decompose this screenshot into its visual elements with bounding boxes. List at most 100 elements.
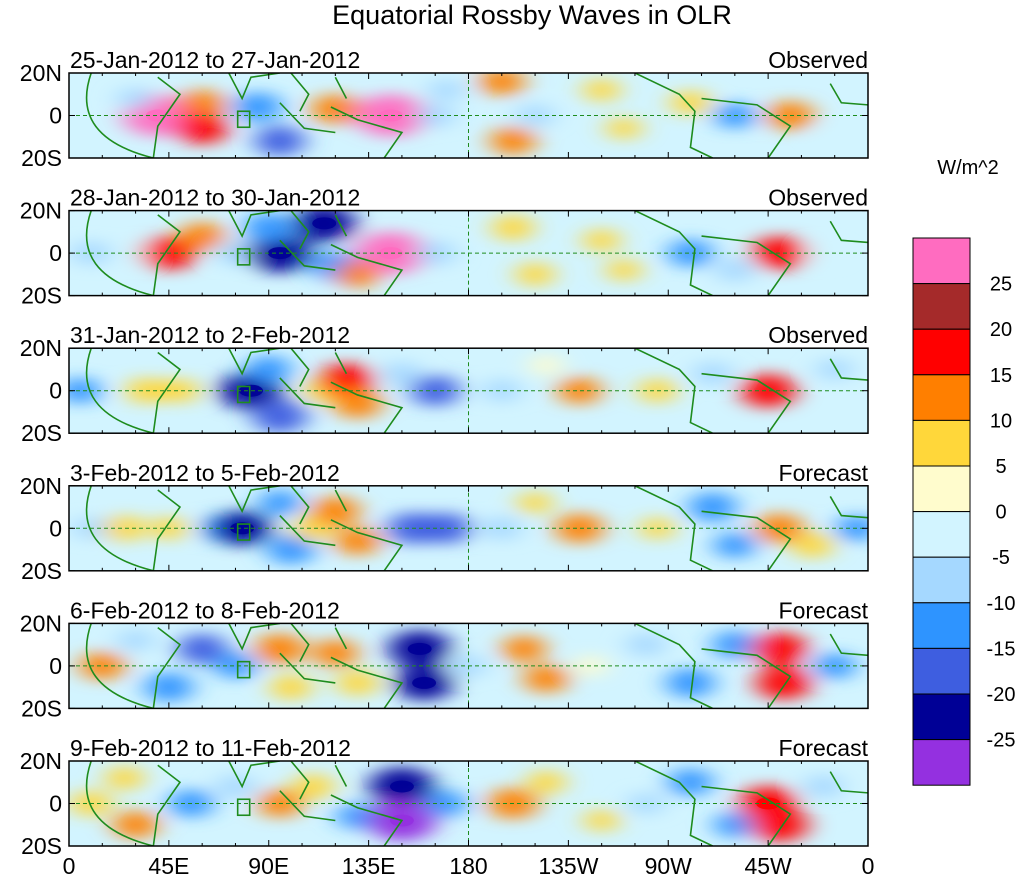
anomaly-blob	[503, 634, 545, 663]
anomaly-blob	[836, 514, 868, 542]
anomaly-blob	[217, 773, 254, 800]
anomaly-core	[238, 384, 263, 397]
anomaly-core	[312, 217, 337, 230]
anomaly-blob	[421, 512, 471, 545]
anomaly-blob	[751, 807, 808, 843]
anomaly-blob	[215, 652, 256, 680]
colorbar-label: 20	[990, 319, 1012, 341]
colorbar-label: 10	[990, 410, 1012, 432]
panel-1: 20N 0 20S 25-Jan-2012 to 27-Jan-2012 Observe…	[20, 47, 869, 171]
colorbar-swatch	[912, 237, 971, 285]
anomaly-blob	[518, 491, 552, 515]
panel-5: 20N 0 20S 6-Feb-2012 to 8-Feb-2012 Forecast	[20, 597, 869, 721]
colorbar-swatch	[912, 374, 971, 421]
y-tick-label: 20S	[21, 833, 62, 859]
panel-2: 20N 0 20S 28-Jan-2012 to 30-Jan-2012 Observe…	[20, 185, 869, 309]
panel-6: 20N 0 20S 9-Feb-2012 to 11-Feb-2012 Forecast	[20, 735, 869, 859]
y-tick-label: 20S	[21, 283, 62, 309]
panel-type-label: Forecast	[779, 735, 869, 761]
anomaly-blob	[104, 514, 145, 542]
anomaly-blob	[80, 651, 125, 681]
anomaly-blob	[255, 633, 305, 665]
y-tick-label: 20S	[21, 558, 62, 584]
anomaly-blob	[627, 632, 665, 658]
anomaly-blob	[479, 73, 524, 96]
anomaly-blob	[161, 378, 199, 404]
colorbar-label: 0	[995, 502, 1006, 524]
colorbar-label: 5	[995, 456, 1006, 478]
panel-ticks	[68, 485, 869, 572]
anomaly-blob	[714, 531, 755, 559]
x-tick-label: 180	[449, 853, 487, 879]
y-tick-label: 20S	[21, 420, 62, 446]
anomaly-blob	[607, 116, 641, 140]
colorbar-swatch	[912, 556, 971, 604]
anomaly-blob	[689, 491, 737, 523]
y-tick-label: 0	[49, 653, 62, 679]
anomaly-blob	[270, 673, 311, 701]
colorbar-label: -25	[987, 730, 1016, 752]
y-tick-label: 20N	[20, 473, 62, 499]
y-tick-label: 0	[49, 103, 62, 129]
chart-title: Equatorial Rossby Waves in OLR	[332, 0, 732, 30]
panel-ticks	[68, 760, 869, 847]
y-tick-label: 20N	[20, 198, 62, 224]
anomaly-blob	[383, 361, 421, 387]
panel-period: 28-Jan-2012 to 30-Jan-2012	[70, 185, 360, 211]
anomaly-blob	[792, 531, 833, 559]
anomaly-blob	[333, 388, 382, 419]
panel-ticks	[68, 210, 869, 297]
colorbar-label: 25	[990, 274, 1012, 296]
anomaly-core	[389, 780, 414, 793]
x-tick-label: 45W	[744, 853, 792, 879]
anomaly-blob	[517, 103, 553, 128]
y-tick-label: 0	[49, 515, 62, 541]
anomaly-blob	[492, 214, 533, 242]
anomaly-blob	[694, 361, 731, 387]
colorbar-swatch	[912, 328, 971, 376]
anomaly-blob	[119, 628, 152, 653]
anomaly-blob	[805, 773, 842, 800]
panel-period: 6-Feb-2012 to 8-Feb-2012	[70, 597, 340, 623]
anomaly-blob	[311, 496, 359, 527]
anomaly-blob	[483, 515, 520, 541]
colorbar-label: -5	[992, 547, 1010, 569]
anomaly-blob	[259, 489, 300, 517]
x-tick-label: 0	[862, 853, 875, 879]
anomaly-blob	[584, 228, 619, 253]
panel-ticks	[68, 622, 869, 709]
anomaly-core	[412, 676, 437, 689]
anomaly-blob	[516, 261, 554, 287]
colorbar-swatch	[912, 602, 971, 649]
anomaly-blob	[337, 669, 378, 697]
colorbar-label: 15	[990, 365, 1012, 387]
anomaly-blob	[668, 238, 713, 268]
anomaly-blob	[293, 773, 334, 800]
anomaly-blob	[752, 631, 807, 667]
panel-period: 9-Feb-2012 to 11-Feb-2012	[70, 735, 351, 761]
coastlines	[85, 485, 868, 571]
colorbar: 25 20 15 10 5 0 -5 -10 -15 -20 -25	[912, 237, 1016, 786]
panel-type-label: Forecast	[779, 460, 869, 486]
coastlines	[85, 73, 868, 158]
anomaly-blob	[234, 91, 282, 123]
anomaly-blob	[337, 802, 378, 830]
anomaly-blob	[756, 665, 811, 701]
y-tick-label: 20N	[20, 748, 62, 774]
anomaly-blob	[607, 258, 641, 282]
colorbar-label: -15	[987, 638, 1016, 660]
panel-type-label: Observed	[768, 322, 868, 348]
anomaly-field	[71, 765, 842, 843]
x-tick-label: 135E	[342, 853, 396, 879]
colorbar-swatch	[912, 739, 971, 786]
colorbar-swatch	[912, 283, 971, 330]
x-axis: 0 45E 90E 135E 180 135W 90W 45W 0	[63, 853, 875, 879]
anomaly-blob	[530, 353, 562, 377]
x-tick-label: 90W	[645, 853, 693, 879]
colorbar-swatch	[912, 647, 971, 695]
anomaly-blob	[313, 638, 358, 668]
anomaly-blob	[426, 790, 467, 817]
coastlines	[85, 210, 868, 296]
y-tick-label: 20N	[20, 610, 62, 636]
panel-type-label: Observed	[768, 185, 868, 211]
